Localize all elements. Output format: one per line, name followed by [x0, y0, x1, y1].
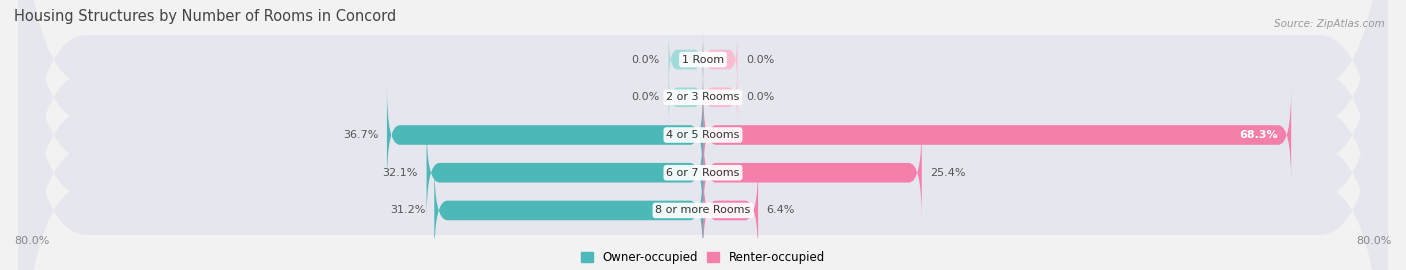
FancyBboxPatch shape: [703, 32, 738, 87]
FancyBboxPatch shape: [426, 126, 703, 220]
Text: 2 or 3 Rooms: 2 or 3 Rooms: [666, 92, 740, 102]
Text: 68.3%: 68.3%: [1240, 130, 1278, 140]
FancyBboxPatch shape: [703, 164, 758, 257]
Text: 80.0%: 80.0%: [14, 236, 49, 246]
FancyBboxPatch shape: [18, 0, 1388, 270]
Text: 36.7%: 36.7%: [343, 130, 378, 140]
FancyBboxPatch shape: [18, 0, 1388, 270]
Text: 0.0%: 0.0%: [747, 92, 775, 102]
Text: 25.4%: 25.4%: [931, 168, 966, 178]
Text: 0.0%: 0.0%: [631, 55, 659, 65]
Text: 0.0%: 0.0%: [631, 92, 659, 102]
Text: 6 or 7 Rooms: 6 or 7 Rooms: [666, 168, 740, 178]
FancyBboxPatch shape: [669, 32, 703, 87]
Text: 0.0%: 0.0%: [747, 55, 775, 65]
Text: 80.0%: 80.0%: [1357, 236, 1392, 246]
FancyBboxPatch shape: [703, 126, 922, 220]
Text: Housing Structures by Number of Rooms in Concord: Housing Structures by Number of Rooms in…: [14, 9, 396, 24]
Text: 1 Room: 1 Room: [682, 55, 724, 65]
FancyBboxPatch shape: [18, 0, 1388, 270]
FancyBboxPatch shape: [703, 69, 738, 125]
Legend: Owner-occupied, Renter-occupied: Owner-occupied, Renter-occupied: [576, 246, 830, 269]
Text: Source: ZipAtlas.com: Source: ZipAtlas.com: [1274, 19, 1385, 29]
FancyBboxPatch shape: [669, 69, 703, 125]
Text: 8 or more Rooms: 8 or more Rooms: [655, 205, 751, 215]
FancyBboxPatch shape: [18, 0, 1388, 270]
Text: 6.4%: 6.4%: [766, 205, 796, 215]
FancyBboxPatch shape: [703, 88, 1291, 182]
Text: 31.2%: 31.2%: [391, 205, 426, 215]
Text: 32.1%: 32.1%: [382, 168, 418, 178]
FancyBboxPatch shape: [18, 0, 1388, 270]
FancyBboxPatch shape: [387, 88, 703, 182]
FancyBboxPatch shape: [434, 164, 703, 257]
Text: 4 or 5 Rooms: 4 or 5 Rooms: [666, 130, 740, 140]
